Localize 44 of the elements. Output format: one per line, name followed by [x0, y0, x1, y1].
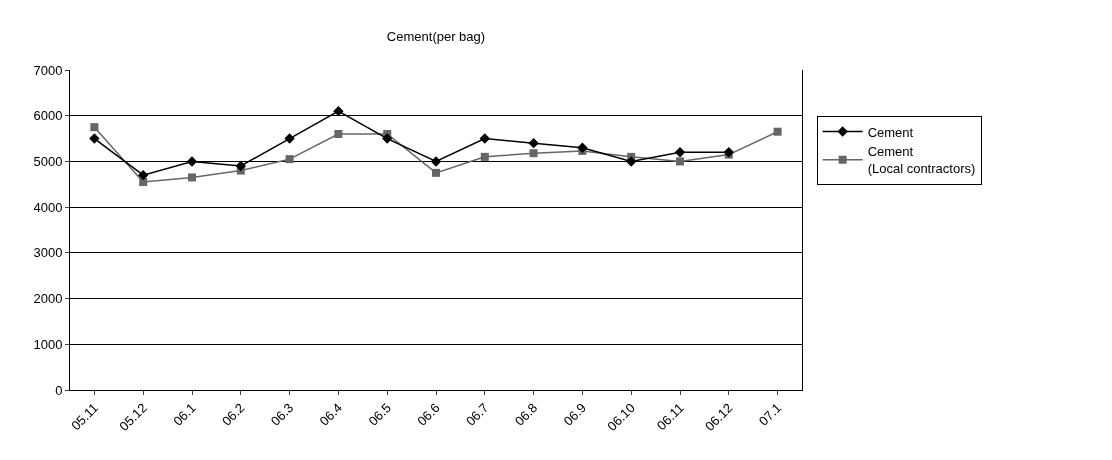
legend-label: Cement (Local contractors) — [867, 144, 976, 177]
y-tick-label: 2000 — [33, 291, 63, 307]
point — [528, 137, 539, 149]
point — [334, 130, 343, 138]
y-tick-label: 3000 — [33, 245, 63, 261]
point — [89, 133, 100, 144]
point — [333, 105, 344, 117]
x-tick-label: 07.1 — [755, 400, 785, 429]
point — [188, 173, 196, 182]
point — [676, 157, 684, 166]
x-tick-label: 06.6 — [414, 400, 443, 429]
point — [626, 156, 637, 167]
x-tick-label: 06.4 — [316, 400, 346, 429]
point — [382, 133, 393, 144]
y-tick-label: 5000 — [33, 153, 63, 169]
point — [430, 156, 442, 167]
y-tick-label: 6000 — [33, 108, 63, 124]
x-tick-label: 06.5 — [365, 400, 394, 429]
point — [577, 142, 588, 153]
y-tick-label: 1000 — [33, 336, 63, 352]
point — [773, 127, 782, 136]
x-tick-label: 06.3 — [267, 400, 297, 429]
point — [285, 155, 294, 164]
point — [432, 168, 440, 177]
point — [138, 169, 149, 181]
chart-title: Cement(per bag) — [386, 29, 486, 45]
point — [674, 147, 686, 158]
x-tick-label: 06.2 — [219, 400, 248, 429]
point — [480, 152, 489, 161]
legend-label: Cement — [867, 124, 914, 140]
point — [284, 133, 295, 144]
x-tick-label: 06.7 — [463, 400, 492, 429]
y-tick-label: 4000 — [33, 199, 63, 215]
x-tick-label: 06.8 — [511, 400, 541, 429]
x-tick-label: 06.1 — [170, 400, 199, 429]
y-tick-label: 0 — [55, 382, 63, 398]
point — [139, 178, 148, 186]
point — [186, 156, 198, 167]
point — [479, 133, 490, 144]
point — [90, 123, 99, 132]
x-tick-label: 06.9 — [560, 400, 590, 429]
y-tick-label: 7000 — [33, 62, 63, 78]
point — [529, 149, 538, 158]
point — [235, 160, 246, 172]
